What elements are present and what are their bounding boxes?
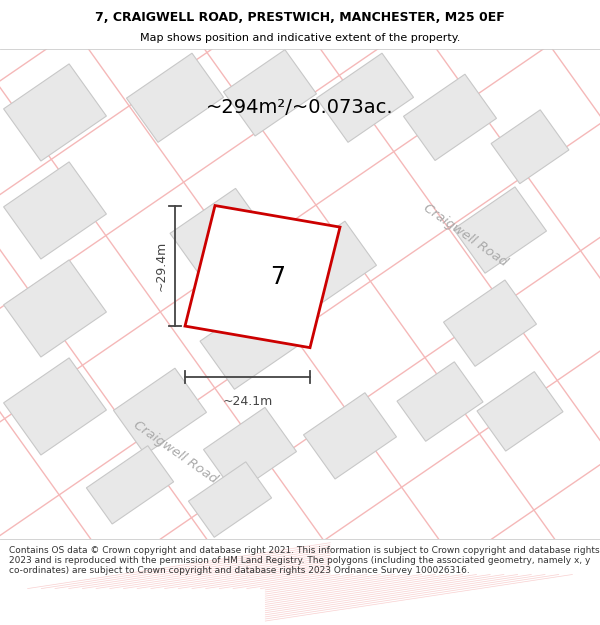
Polygon shape <box>4 64 106 161</box>
Polygon shape <box>397 362 483 441</box>
Polygon shape <box>4 260 106 357</box>
Polygon shape <box>477 372 563 451</box>
Polygon shape <box>4 358 106 455</box>
Polygon shape <box>404 74 496 161</box>
Polygon shape <box>113 368 206 454</box>
Text: ~294m²/~0.073ac.: ~294m²/~0.073ac. <box>206 98 394 117</box>
Text: 7: 7 <box>270 264 285 289</box>
Text: ~29.4m: ~29.4m <box>155 241 167 291</box>
Text: Craigwell Road: Craigwell Road <box>421 201 509 269</box>
Polygon shape <box>491 110 569 184</box>
Text: ~24.1m: ~24.1m <box>223 395 272 408</box>
Polygon shape <box>188 462 272 538</box>
Polygon shape <box>304 392 397 479</box>
Polygon shape <box>4 162 106 259</box>
Polygon shape <box>224 50 316 136</box>
Polygon shape <box>127 53 224 143</box>
Text: Contains OS data © Crown copyright and database right 2021. This information is : Contains OS data © Crown copyright and d… <box>9 546 599 576</box>
Polygon shape <box>454 187 547 273</box>
Polygon shape <box>316 53 413 143</box>
Polygon shape <box>203 408 296 494</box>
Polygon shape <box>170 188 270 281</box>
Text: Map shows position and indicative extent of the property.: Map shows position and indicative extent… <box>140 33 460 43</box>
Polygon shape <box>284 221 376 308</box>
Text: 7, CRAIGWELL ROAD, PRESTWICH, MANCHESTER, M25 0EF: 7, CRAIGWELL ROAD, PRESTWICH, MANCHESTER… <box>95 11 505 24</box>
Polygon shape <box>185 206 340 348</box>
Text: Craigwell Road: Craigwell Road <box>131 419 220 486</box>
Polygon shape <box>86 446 173 524</box>
Polygon shape <box>200 296 300 389</box>
Polygon shape <box>443 280 536 366</box>
